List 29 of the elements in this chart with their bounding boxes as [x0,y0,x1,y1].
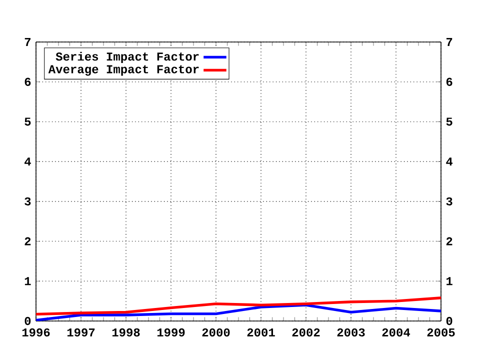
y2-tick-label: 3 [24,197,31,206]
x-tick-label: 2000 [202,328,230,337]
y2-tick-label: 4 [24,158,31,166]
y-tick-label: 2 [446,237,452,246]
x-tick-label: 1999 [157,328,185,337]
y2-tick-label: 1 [24,277,31,286]
line-series [36,296,441,316]
y-tick-label: 7 [446,38,452,46]
y-tick-label: 4 [446,158,453,166]
x-tick-label: 2004 [382,328,410,337]
x-tick-label: 2002 [292,328,320,337]
legend-label: Series Impact Factor [56,52,199,64]
y2-tick-label: 7 [24,38,30,46]
x-tick-label: 2005 [427,328,455,337]
y-tick-label: 6 [446,78,452,86]
x-tick-label: 2003 [337,328,365,337]
y2-tick-label: 6 [24,78,31,86]
x-tick-label: 1998 [112,328,140,337]
x-tick-label: 2001 [247,328,275,337]
y-tick-label: 5 [446,118,452,126]
y2-tick-label: 5 [24,118,31,126]
y-tick-label: 1 [446,277,452,286]
x-tick-label: 1996 [22,328,50,337]
legend-label: Average Impact Factor [48,65,199,76]
y-tick-label: 3 [446,197,452,206]
y2-tick-label: 0 [24,316,31,326]
y-tick-label: 0 [446,316,452,326]
x-tick-label: 1997 [67,328,95,337]
y2-tick-label: 2 [24,237,31,246]
